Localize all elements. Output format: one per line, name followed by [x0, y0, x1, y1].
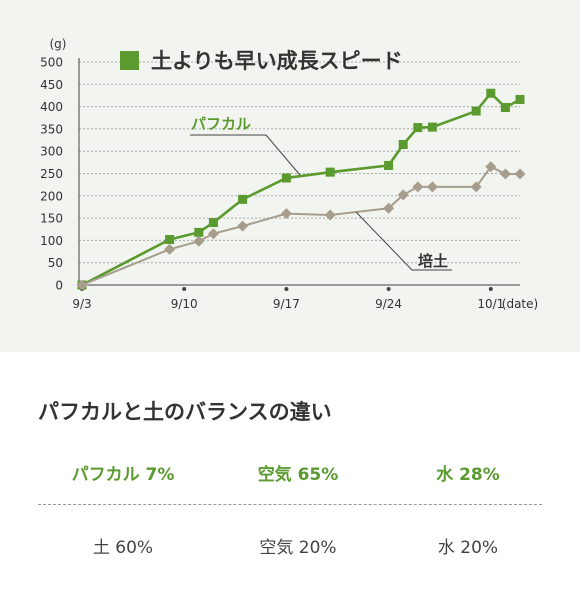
data-point — [164, 243, 176, 255]
soil-ratio: 土 60% — [92, 538, 154, 558]
y-tick-label: 200 — [40, 189, 63, 203]
data-point — [194, 227, 204, 237]
data-point — [324, 209, 336, 221]
data-point — [426, 181, 438, 193]
data-point — [500, 102, 510, 112]
data-point — [515, 94, 525, 104]
data-point — [398, 140, 408, 150]
data-point — [485, 161, 497, 173]
y-tick-label: 450 — [40, 78, 63, 92]
series-label-puffcal: パフカル — [191, 115, 251, 133]
data-point — [397, 189, 409, 201]
puffcal-ratio: パフカル 7% — [71, 465, 175, 485]
data-point — [514, 168, 526, 180]
comparison-panel: パフカルと土のバランスの違い パフカル 7% 空気 65% 水 28% 土 60… — [0, 352, 580, 589]
row-divider — [38, 504, 542, 505]
x-tick-label: 10/1 — [477, 297, 504, 311]
data-point — [280, 208, 292, 220]
data-point — [238, 194, 248, 204]
series-line-puffcal — [81, 91, 521, 287]
x-axis-label: (date) — [502, 297, 538, 311]
y-tick-label: 50 — [48, 256, 63, 270]
chart-panel: 0 50 100 150 200 250 300 350 400 450 500 (g) 9/3 9/10… — [40, 37, 539, 311]
data-point — [237, 220, 249, 232]
data-point — [208, 218, 218, 228]
leader-line — [190, 134, 301, 176]
data-point — [76, 279, 88, 291]
data-point — [412, 181, 424, 193]
x-tick-mark — [182, 287, 187, 291]
y-tick-label: 400 — [40, 100, 63, 114]
data-point — [471, 106, 481, 116]
puffcal-water-ratio: 水 28% — [436, 465, 500, 485]
puffcal-air-ratio: 空気 65% — [257, 465, 339, 485]
series-label-soil: 培土 — [418, 252, 448, 270]
soil-water-ratio: 水 20% — [437, 538, 499, 558]
data-point — [470, 181, 482, 193]
y-unit-label: (g) — [50, 37, 67, 51]
growth-chart: 0 50 100 150 200 250 300 350 400 450 500 (g) 9/3 9/10… — [40, 37, 538, 311]
x-tick-label: 9/24 — [375, 297, 402, 311]
leader-line — [355, 211, 452, 271]
data-point — [427, 122, 437, 132]
data-point — [413, 123, 423, 133]
data-point — [383, 202, 395, 214]
y-tick-label: 100 — [40, 234, 63, 248]
data-point — [193, 235, 205, 247]
chart-title: 土よりも早い成長スピード — [151, 49, 403, 73]
y-tick-label: 350 — [40, 122, 63, 136]
x-tick-mark — [488, 287, 493, 291]
legend-swatch — [120, 51, 139, 70]
soil-air-ratio: 空気 20% — [259, 538, 337, 558]
series-line-soil — [81, 165, 520, 286]
data-point — [384, 160, 394, 170]
data-point — [207, 228, 219, 240]
data-point — [486, 88, 496, 98]
x-tick-mark — [284, 287, 289, 291]
data-point — [325, 167, 335, 177]
y-tick-label: 250 — [40, 167, 63, 181]
data-point — [281, 173, 291, 183]
y-tick-label: 150 — [40, 212, 63, 226]
data-point — [165, 235, 175, 245]
y-tick-label: 300 — [40, 145, 63, 159]
x-tick-label: 9/3 — [72, 297, 91, 311]
y-tick-label: 500 — [40, 56, 63, 70]
data-point — [499, 168, 511, 180]
comparison-title: パフカルと土のバランスの違い — [38, 400, 332, 424]
x-tick-label: 9/17 — [273, 297, 300, 311]
x-tick-mark — [386, 287, 391, 291]
x-tick-label: 9/10 — [171, 297, 198, 311]
y-tick-label: 0 — [55, 279, 63, 293]
